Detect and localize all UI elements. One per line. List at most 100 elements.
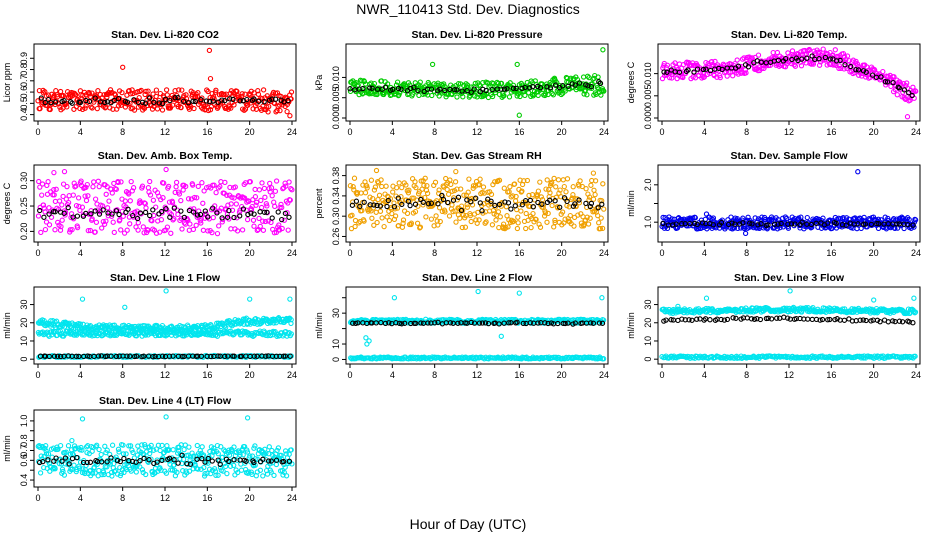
x-tick-label: 0 (659, 248, 664, 258)
data-point (379, 215, 385, 221)
data-point (37, 105, 43, 112)
x-tick-label: 12 (784, 248, 794, 258)
data-point (382, 320, 389, 327)
data-point (590, 196, 597, 202)
data-point (730, 73, 736, 79)
data-point (360, 85, 366, 92)
data-point (142, 91, 148, 98)
data-point (135, 220, 141, 226)
data-point (371, 80, 378, 87)
data-point (808, 221, 815, 228)
data-point (120, 64, 126, 70)
y-tick-label: 0.7 (19, 75, 29, 88)
data-point (838, 65, 844, 72)
data-point (367, 194, 373, 200)
x-tick-label: 20 (557, 248, 567, 258)
data-point (689, 62, 695, 68)
data-point (789, 48, 796, 54)
data-point (351, 187, 357, 193)
data-point (827, 316, 833, 323)
data-point (127, 100, 133, 107)
data-point (141, 105, 148, 112)
data-point (588, 200, 595, 207)
data-point (386, 355, 393, 361)
data-point (209, 229, 215, 236)
x-tick-label: 24 (911, 248, 921, 258)
data-point (97, 208, 103, 214)
data-point (386, 320, 392, 326)
data-point (510, 85, 517, 91)
data-point (542, 210, 549, 216)
x-tick-label: 8 (744, 248, 749, 258)
data-point (588, 320, 594, 326)
data-point (882, 79, 889, 85)
data-point (660, 220, 666, 227)
data-point (104, 99, 111, 105)
data-point (350, 184, 356, 190)
data-point (734, 57, 740, 63)
data-point (782, 56, 789, 62)
data-point (208, 353, 214, 360)
data-point (233, 201, 239, 207)
data-point (266, 185, 272, 192)
data-point (251, 223, 257, 229)
x-tick-label: 4 (702, 248, 707, 258)
data-point (281, 217, 287, 223)
data-point (288, 331, 294, 337)
data-point (207, 99, 213, 105)
data-point (535, 188, 542, 194)
data-point (493, 217, 499, 223)
data-point (582, 88, 588, 94)
data-point (265, 218, 271, 224)
data-point (353, 198, 360, 204)
data-point (804, 214, 810, 221)
data-point (506, 189, 512, 195)
data-point (175, 104, 181, 110)
data-point (283, 183, 289, 189)
x-tick-label: 24 (599, 127, 609, 137)
data-point (799, 56, 805, 62)
data-point (263, 353, 269, 359)
data-point (749, 221, 755, 227)
data-point (120, 97, 126, 104)
data-point (840, 214, 846, 221)
data-point (269, 215, 275, 221)
data-point (901, 87, 908, 93)
data-point (391, 295, 398, 301)
x-tick-label: 4 (78, 248, 83, 258)
data-point (216, 223, 222, 229)
data-point (520, 320, 526, 327)
data-point (46, 211, 52, 217)
x-tick-label: 20 (245, 248, 255, 258)
data-point (825, 317, 831, 323)
data-point (664, 69, 670, 75)
data-point (288, 89, 295, 95)
data-point (894, 221, 900, 227)
data-point (252, 186, 258, 193)
data-point (594, 84, 601, 91)
data-point (549, 90, 555, 97)
data-point (286, 214, 292, 220)
data-point (175, 94, 181, 101)
data-point (417, 225, 423, 231)
data-point (501, 92, 507, 99)
data-point (264, 330, 270, 336)
data-point (827, 56, 833, 62)
data-point (517, 93, 523, 100)
data-point (836, 65, 842, 72)
data-point (390, 86, 396, 93)
data-point (445, 199, 451, 206)
data-point (234, 228, 241, 234)
data-point (428, 200, 435, 206)
data-point (530, 83, 536, 90)
x-tick-label: 8 (432, 248, 437, 258)
x-tick-label: 8 (120, 248, 125, 258)
data-point (544, 219, 550, 225)
data-point (173, 184, 179, 190)
data-point (95, 88, 101, 94)
data-point (83, 197, 90, 204)
data-point (178, 197, 184, 204)
data-point (370, 205, 377, 211)
data-point (256, 98, 262, 104)
data-point (73, 353, 79, 359)
